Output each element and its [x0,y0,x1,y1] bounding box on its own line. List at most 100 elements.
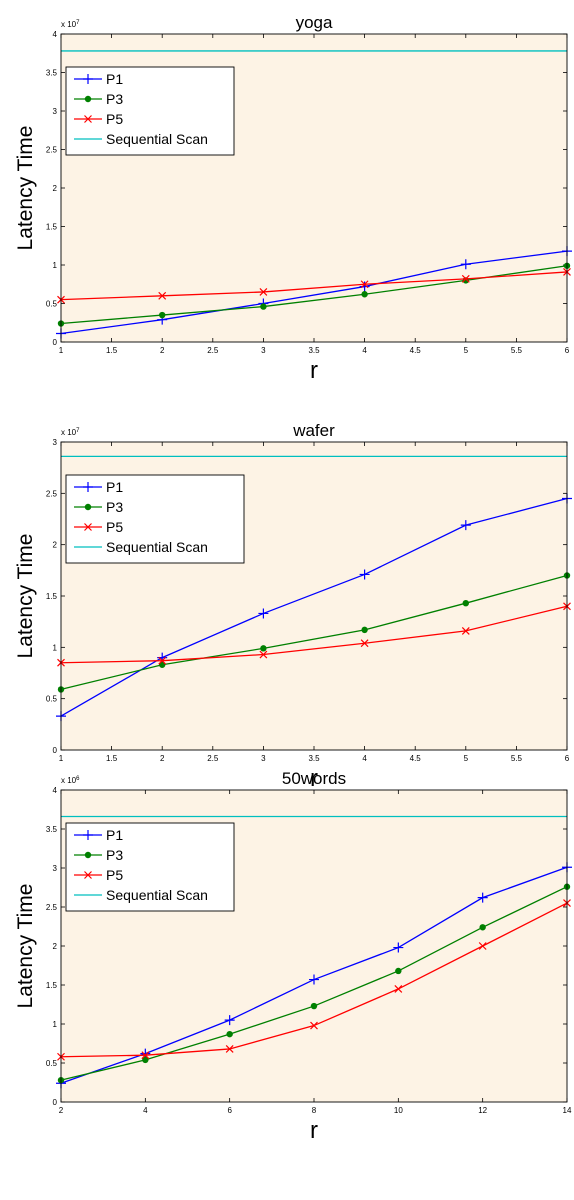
y-tick-label: 1 [53,1020,58,1029]
data-point [460,520,471,531]
data-point [310,1002,318,1010]
x-tick-label: 4 [362,346,367,355]
legend-marker [84,95,92,103]
chart-panel-wafer: 1 1.5 2 2.5 3 3.5 4 4.5 5 5.5 600.511.522.53x 107 w… [14,421,572,792]
legend-label: P3 [106,91,123,107]
y-tick-label: 1.5 [46,223,58,232]
legend-box [65,822,235,912]
y-tick-label: 2 [53,942,58,951]
y-tick-label: 1 [53,643,58,652]
y-axis-label: Latency Time [14,126,37,251]
x-tick-label: 2.5 [207,346,219,355]
data-point [226,1030,233,1038]
series-line [60,271,568,301]
x-tick-label: 5 [464,346,469,355]
y-tick-label: 0 [53,338,58,347]
series-line [60,497,568,717]
x-tick-label: 5.5 [511,346,523,355]
x-tick-label: 4 [143,1106,148,1115]
y-multiplier: x 106 [61,776,80,785]
legend-label: Sequential Scan [106,539,208,555]
legend-label: P1 [106,827,123,843]
x-tick-label: 2 [59,1106,64,1115]
y-tick-label: 1 [53,261,58,270]
x-tick-label: 2 [160,346,165,355]
legend-label: Sequential Scan [106,131,208,147]
series-p5 [57,602,571,667]
data-point [258,608,269,619]
chart-title: 50words [282,769,346,788]
series-p3 [57,572,571,693]
data-point [361,626,368,634]
legend-box [65,474,245,564]
x-tick-label: 3 [261,754,266,763]
y-multiplier-exponent: 7 [76,20,80,26]
data-point [225,1045,234,1053]
legend-marker [84,523,92,531]
x-tick-label: 3 [261,346,266,355]
data-point [360,639,369,648]
y-tick-label: 0 [53,1098,58,1107]
data-point [259,650,268,659]
data-point [460,259,471,270]
x-tick-label: 3.5 [308,754,320,763]
x-tick-label: 6 [565,754,570,763]
y-tick-label: 3 [53,107,58,116]
chart-title: wafer [292,421,335,440]
x-tick-label: 5 [464,754,469,763]
data-point [359,569,370,580]
legend-label: P1 [106,71,123,87]
x-tick-label: 10 [394,1106,403,1115]
legend: P1 P3 P5 Sequential Scan [65,822,235,912]
series-line [60,250,568,335]
x-tick-label: 4 [362,754,367,763]
legend-marker [84,503,92,511]
data-point [141,1051,150,1060]
y-tick-label: 1.5 [46,592,58,601]
y-tick-label: 2.5 [46,489,58,498]
data-point [477,892,488,903]
x-tick-label: 6 [227,1106,232,1115]
legend-box [65,66,235,156]
y-tick-label: 0.5 [46,1059,58,1068]
legend: P1 P3 P5 Sequential Scan [65,474,245,564]
axes-frame [60,789,568,1103]
y-tick-label: 2 [53,541,58,550]
legend-marker [84,115,92,123]
data-point [361,291,368,298]
y-tick-label: 2.5 [46,903,58,912]
y-multiplier: x 107 [61,428,80,437]
y-tick-label: 1.5 [46,981,58,990]
data-point [309,974,319,985]
x-tick-label: 12 [478,1106,487,1115]
legend-label: P3 [106,847,123,863]
x-tick-label: 8 [312,1106,317,1115]
data-point [310,1021,318,1030]
series-line [60,574,568,691]
data-point [158,656,167,665]
legend-marker [84,851,92,859]
data-point [479,924,486,931]
legend-marker [83,482,93,492]
data-point [260,303,267,310]
legend-label: P5 [106,519,123,535]
y-tick-label: 4 [53,786,58,795]
data-point [224,1015,235,1026]
data-point [260,645,267,652]
y-axis-label: Latency Time [14,884,37,1009]
data-point [461,626,470,635]
x-tick-label: 1.5 [106,346,118,355]
series-p5 [57,268,571,304]
data-point [142,1056,149,1064]
data-point [158,291,167,300]
legend-marker [83,830,93,840]
data-point [395,967,402,975]
legend-marker [84,871,92,879]
x-tick-label: 3.5 [308,346,320,355]
x-tick-label: 1 [59,754,64,763]
y-tick-label: 3.5 [46,825,58,834]
data-point [360,280,369,289]
y-tick-label: 3 [53,438,58,447]
y-tick-label: 0.5 [46,695,58,704]
